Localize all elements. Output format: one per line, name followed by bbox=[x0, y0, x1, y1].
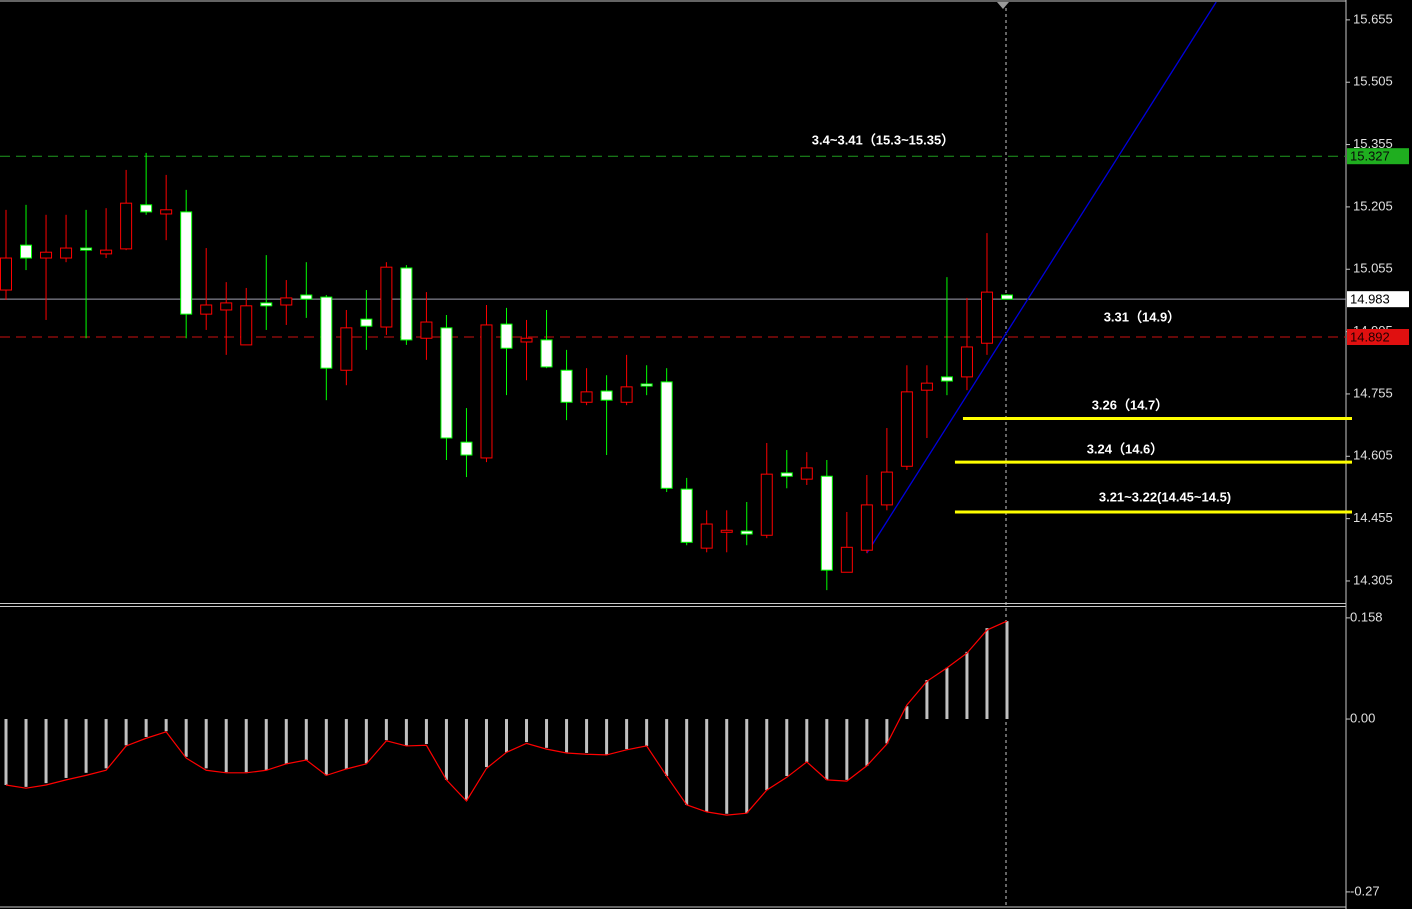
y-tick-label: 14.455 bbox=[1353, 510, 1393, 525]
y-tick-label: 0.00 bbox=[1350, 710, 1375, 725]
trendline bbox=[866, 2, 1217, 554]
candle-body bbox=[40, 251, 53, 259]
candle-body bbox=[100, 249, 113, 255]
candle-body bbox=[920, 382, 933, 391]
candle-body bbox=[340, 327, 353, 371]
price-tag-label: 14.892 bbox=[1350, 329, 1390, 344]
candle-body bbox=[200, 304, 213, 315]
candle-body bbox=[980, 291, 993, 344]
candle-body bbox=[600, 390, 613, 401]
candle-body bbox=[0, 257, 12, 291]
candle-body bbox=[140, 204, 153, 213]
candle-body bbox=[800, 467, 813, 480]
candle-body bbox=[400, 267, 413, 341]
price-tag-label: 15.327 bbox=[1350, 149, 1390, 164]
candle-body bbox=[560, 369, 573, 403]
y-tick-label: 15.355 bbox=[1353, 136, 1393, 151]
candle-body bbox=[260, 302, 273, 307]
candle-body bbox=[180, 211, 193, 315]
candle-body bbox=[520, 337, 533, 343]
candle-body bbox=[580, 391, 593, 403]
candle-body bbox=[420, 321, 433, 339]
level-annotation: 3.24（14.6） bbox=[1087, 441, 1164, 456]
candle-body bbox=[880, 471, 893, 506]
candle-body bbox=[680, 488, 693, 543]
y-tick-label: 14.305 bbox=[1353, 572, 1393, 587]
y-tick-label: 15.205 bbox=[1353, 198, 1393, 213]
price-tag-label: 14.983 bbox=[1350, 292, 1390, 307]
y-tick-label: 15.655 bbox=[1353, 11, 1393, 26]
level-annotation: 3.31（14.9） bbox=[1104, 309, 1181, 324]
candle-body bbox=[780, 472, 793, 477]
candle-body bbox=[720, 529, 733, 533]
candle-body bbox=[360, 318, 373, 327]
candle-body bbox=[460, 441, 473, 456]
signal-line bbox=[5, 620, 1008, 816]
candle-body bbox=[440, 327, 453, 439]
candle-body bbox=[540, 339, 553, 368]
y-tick-label: 15.055 bbox=[1353, 261, 1393, 276]
candle-body bbox=[900, 391, 913, 467]
candle-body bbox=[860, 504, 873, 551]
candle-body bbox=[840, 546, 853, 573]
price-tag bbox=[1347, 148, 1409, 165]
candle-body bbox=[280, 297, 293, 306]
candle-body bbox=[300, 294, 313, 300]
candle-body bbox=[620, 386, 633, 403]
candle-body bbox=[220, 302, 233, 311]
price-tag bbox=[1347, 291, 1409, 308]
level-annotation: 3.26（14.7） bbox=[1092, 397, 1169, 412]
candle-body bbox=[940, 376, 953, 382]
y-tick-label: 15.505 bbox=[1353, 74, 1393, 89]
candle-body bbox=[320, 296, 333, 369]
y-tick-label: 14.605 bbox=[1353, 448, 1393, 463]
candle-body bbox=[640, 383, 653, 387]
candle-body bbox=[480, 324, 493, 459]
candle-body bbox=[740, 530, 753, 535]
macd-pane bbox=[4, 620, 1009, 816]
candle-body bbox=[380, 266, 393, 328]
y-tick-label: -0.27 bbox=[1350, 883, 1380, 898]
candle-body bbox=[160, 209, 173, 215]
candle-body bbox=[240, 305, 253, 346]
shift-marker bbox=[997, 2, 1009, 9]
main-pane bbox=[0, 2, 1346, 591]
level-annotation: 3.21~3.22(14.45~14.5) bbox=[1099, 489, 1231, 504]
y-tick-label: 0.158 bbox=[1350, 609, 1383, 624]
axis-area: 15.65515.50515.35515.20515.05514.90514.7… bbox=[1346, 11, 1409, 898]
candle-body bbox=[80, 247, 93, 251]
candle-body bbox=[60, 247, 73, 259]
candle-body bbox=[960, 346, 973, 378]
candle-body bbox=[660, 381, 673, 489]
level-annotation: 3.4~3.41（15.3~15.35） bbox=[812, 132, 954, 147]
price-tag bbox=[1347, 328, 1409, 345]
y-tick-label: 14.755 bbox=[1353, 385, 1393, 400]
candle-body bbox=[1001, 294, 1013, 300]
candle-body bbox=[120, 202, 133, 250]
candle-body bbox=[820, 475, 833, 571]
candle-body bbox=[500, 323, 513, 349]
candle-body bbox=[760, 473, 773, 536]
candle-body bbox=[20, 244, 33, 259]
candle-body bbox=[700, 523, 713, 549]
